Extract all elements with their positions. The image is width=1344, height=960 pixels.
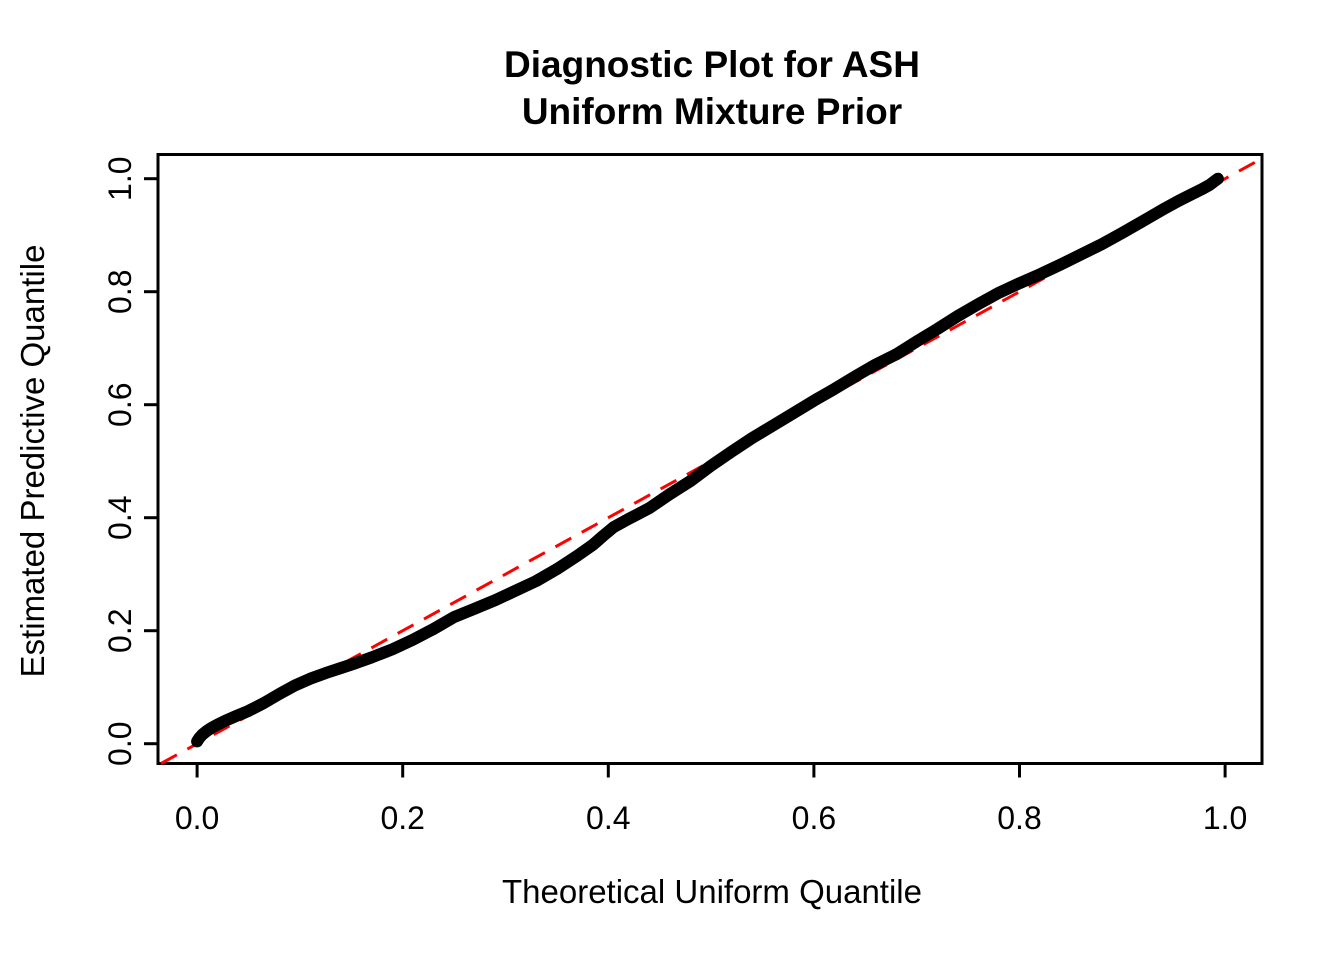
y-tick-label: 0.2 (102, 608, 138, 652)
y-tick-label: 1.0 (102, 156, 138, 200)
chart-title-line-1: Diagnostic Plot for ASH (504, 44, 920, 85)
y-tick-label: 0.8 (102, 269, 138, 313)
x-axis-ticks (195, 764, 1227, 778)
y-axis-ticks (144, 177, 157, 746)
y-tick-label: 0.4 (102, 495, 138, 539)
qq-data-curve (191, 172, 1224, 748)
x-tick-label: 1.0 (1203, 800, 1247, 836)
x-tick-label: 0.4 (586, 800, 630, 836)
y-tick-label: 0.0 (102, 721, 138, 765)
y-axis-tick-labels: 0.0 0.2 0.4 0.6 0.8 1.0 (102, 156, 138, 765)
plot-box-border (156, 153, 1264, 765)
x-axis-title: Theoretical Uniform Quantile (502, 873, 922, 910)
x-tick-label: 0.8 (997, 800, 1041, 836)
chart-title-line-2: Uniform Mixture Prior (522, 91, 902, 132)
y-tick-label: 0.6 (102, 382, 138, 426)
x-axis-tick-labels: 0.0 0.2 0.4 0.6 0.8 1.0 (175, 800, 1247, 836)
x-tick-label: 0.0 (175, 800, 219, 836)
y-axis-title: Estimated Predictive Quantile (14, 245, 51, 678)
x-tick-label: 0.6 (792, 800, 836, 836)
x-tick-label: 0.2 (380, 800, 424, 836)
